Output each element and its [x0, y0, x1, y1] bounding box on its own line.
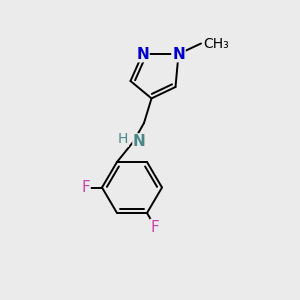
Text: N: N [136, 46, 149, 62]
Text: H: H [118, 132, 128, 146]
Text: CH₃: CH₃ [203, 37, 229, 50]
Text: N: N [133, 134, 146, 149]
Text: F: F [81, 180, 90, 195]
Text: F: F [151, 220, 160, 235]
Text: N: N [172, 46, 185, 62]
